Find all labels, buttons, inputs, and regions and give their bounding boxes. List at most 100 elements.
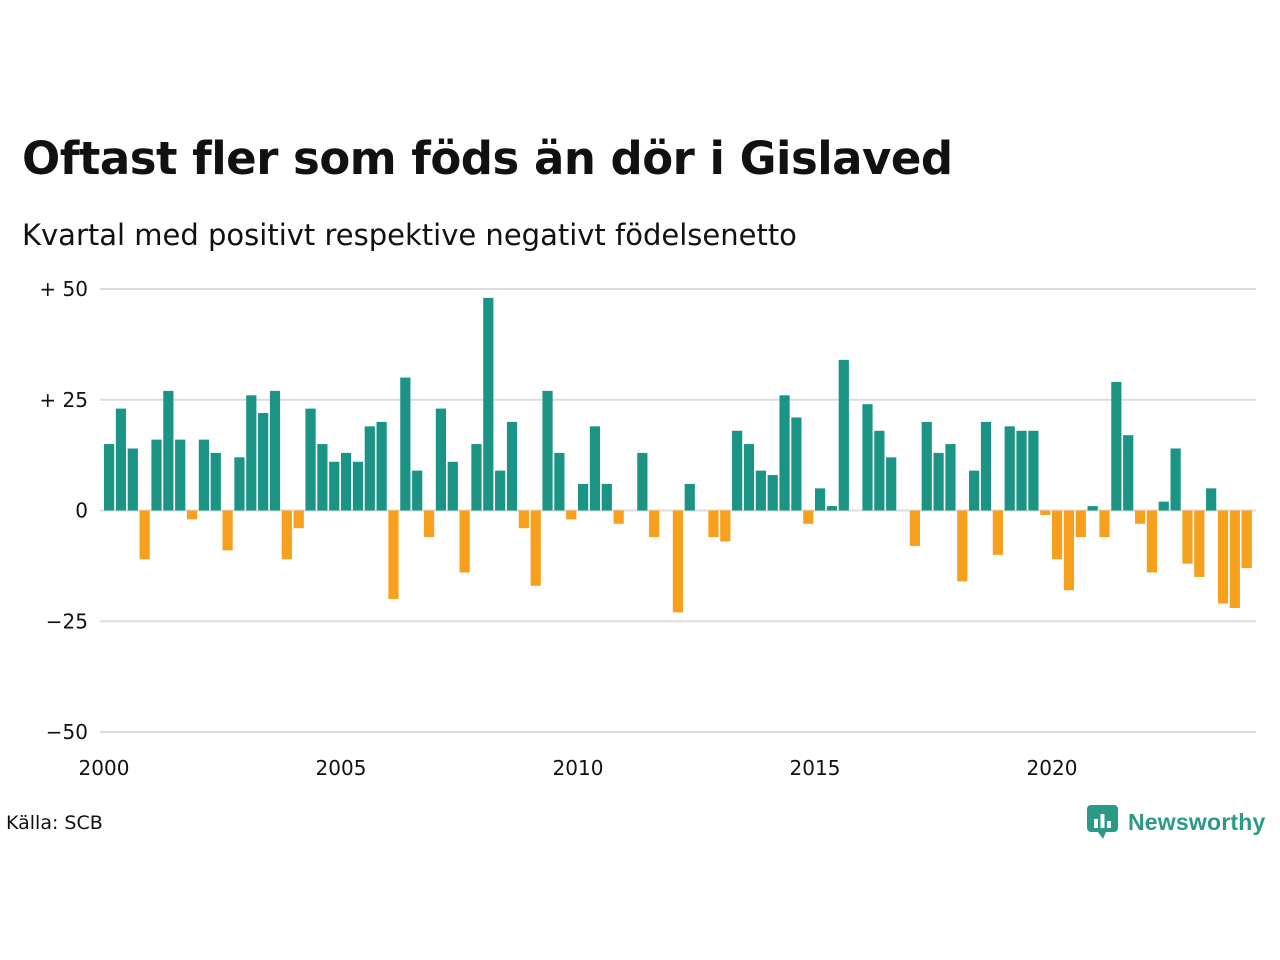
- bar-positive: [791, 417, 802, 511]
- y-tick-label: −25: [46, 609, 88, 633]
- bar-positive: [305, 408, 316, 511]
- bar-positive: [874, 430, 885, 511]
- bar-positive: [341, 452, 352, 511]
- bar-positive: [234, 457, 245, 511]
- bar-positive: [554, 452, 565, 511]
- bar-positive: [376, 421, 387, 511]
- bar-positive: [755, 470, 766, 511]
- bar-positive: [767, 475, 778, 511]
- bar-negative: [139, 510, 150, 560]
- bar-negative: [708, 510, 719, 538]
- bar-positive: [578, 483, 589, 511]
- bar-positive: [412, 470, 423, 511]
- bar-positive: [1123, 435, 1134, 511]
- bar-negative: [1182, 510, 1193, 564]
- bar-negative: [186, 510, 198, 520]
- bar-positive: [589, 426, 601, 511]
- x-tick-label: 2015: [790, 756, 841, 780]
- bar-positive: [352, 461, 364, 511]
- bar-positive: [826, 506, 838, 511]
- bar-positive: [1087, 506, 1098, 511]
- chart-title: Oftast fler som föds än dör i Gislaved: [22, 132, 953, 185]
- bar-positive: [163, 390, 174, 511]
- bar-positive: [364, 426, 375, 511]
- bar-positive: [210, 452, 221, 511]
- y-tick-label: −50: [46, 720, 88, 744]
- brand-name: Newsworthy: [1128, 808, 1266, 835]
- bar-positive: [1004, 426, 1015, 511]
- y-tick-label: + 50: [39, 277, 88, 301]
- bar-positive: [258, 413, 269, 511]
- bar-positive: [637, 452, 648, 511]
- bar-positive: [969, 470, 980, 511]
- bar-negative: [649, 510, 660, 538]
- bar-positive: [435, 408, 446, 511]
- bar-negative: [1099, 510, 1110, 538]
- bar-positive: [115, 408, 127, 511]
- bar-chart: + 50 + 25 0 −25 −50 2000 2005 2010 2015 2020: [39, 277, 1256, 780]
- bar-positive: [980, 421, 992, 511]
- bar-positive: [506, 421, 518, 511]
- bar-negative: [1040, 510, 1051, 515]
- newsworthy-logo-icon: [1087, 805, 1118, 839]
- x-tick-label: 2020: [1027, 756, 1078, 780]
- bar-negative: [459, 510, 470, 573]
- bar-negative: [1241, 510, 1252, 569]
- bar-positive: [269, 390, 281, 511]
- bar-positive: [198, 439, 209, 511]
- bar-negative: [720, 510, 731, 542]
- bar-negative: [518, 510, 529, 529]
- bar-positive: [1170, 448, 1181, 511]
- bar-positive: [447, 461, 458, 511]
- bar-positive: [104, 444, 115, 511]
- source-note: Källa: SCB: [6, 812, 103, 834]
- bar-negative: [613, 510, 624, 524]
- bar-positive: [815, 488, 826, 511]
- bar-positive: [1158, 501, 1169, 511]
- bar-negative: [1052, 510, 1063, 560]
- bar-positive: [945, 444, 956, 511]
- bar-positive: [1028, 430, 1039, 511]
- bars: [104, 297, 1252, 613]
- bar-positive: [400, 377, 411, 511]
- bar-positive: [732, 430, 743, 511]
- bar-positive: [175, 439, 186, 511]
- bar-negative: [423, 510, 435, 538]
- bar-positive: [921, 421, 932, 511]
- bar-positive: [743, 444, 755, 511]
- bar-positive: [246, 395, 257, 511]
- bar-positive: [483, 297, 494, 511]
- bar-negative: [222, 510, 233, 551]
- bar-negative: [1146, 510, 1157, 573]
- bar-negative: [909, 510, 920, 546]
- bar-negative: [1194, 510, 1205, 577]
- x-tick-label: 2005: [316, 756, 367, 780]
- y-tick-label: 0: [75, 499, 88, 523]
- y-axis-labels: + 50 + 25 0 −25 −50: [39, 277, 88, 744]
- bar-negative: [957, 510, 968, 582]
- bar-negative: [566, 510, 577, 520]
- bar-positive: [127, 448, 138, 511]
- bar-positive: [1111, 382, 1122, 511]
- x-tick-label: 2010: [553, 756, 604, 780]
- bar-negative: [1075, 510, 1086, 538]
- bar-negative: [293, 510, 304, 529]
- bar-positive: [317, 444, 328, 511]
- bar-positive: [1206, 488, 1217, 511]
- x-tick-label: 2000: [79, 756, 130, 780]
- y-tick-label: + 25: [39, 388, 88, 412]
- bar-negative: [530, 510, 541, 586]
- bar-positive: [933, 452, 944, 511]
- bar-negative: [992, 510, 1003, 555]
- bar-negative: [672, 510, 683, 613]
- bar-positive: [862, 404, 873, 511]
- bar-negative: [1134, 510, 1146, 524]
- bar-negative: [1063, 510, 1075, 591]
- bar-positive: [684, 483, 695, 511]
- bar-positive: [495, 470, 506, 511]
- bar-positive: [542, 390, 553, 511]
- brand-logo: Newsworthy: [1086, 804, 1265, 840]
- bar-negative: [1229, 510, 1240, 608]
- bar-positive: [601, 483, 612, 511]
- chart-subtitle: Kvartal med positivt respektive negativt…: [22, 218, 797, 252]
